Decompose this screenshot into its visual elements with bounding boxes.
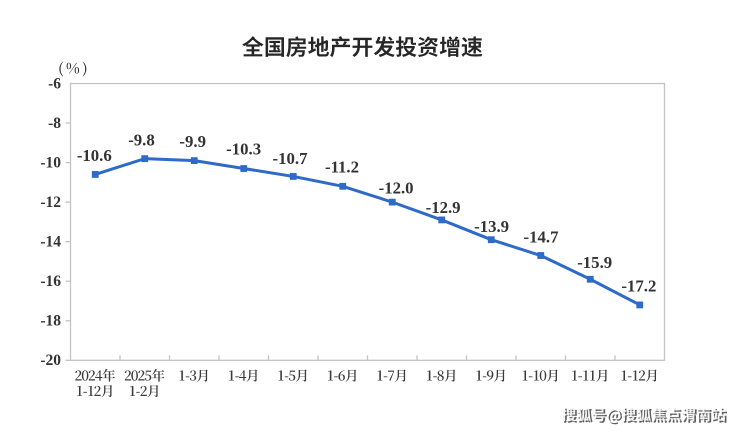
- svg-text:-8: -8: [48, 115, 61, 132]
- svg-text:-15.9: -15.9: [577, 253, 612, 272]
- svg-text:-16: -16: [40, 273, 61, 290]
- svg-text:-6: -6: [48, 75, 61, 92]
- svg-text:-9.8: -9.8: [128, 130, 155, 149]
- svg-text:-20: -20: [40, 352, 61, 369]
- svg-text:-13.9: -13.9: [474, 217, 509, 236]
- svg-text:-14.7: -14.7: [524, 228, 559, 247]
- svg-text:-10.6: -10.6: [77, 146, 112, 165]
- svg-text:-10.3: -10.3: [226, 139, 261, 158]
- svg-text:-14: -14: [40, 233, 61, 250]
- svg-text:-17.2: -17.2: [621, 277, 656, 296]
- svg-text:-12.9: -12.9: [426, 198, 461, 217]
- svg-text:-9.9: -9.9: [179, 132, 206, 151]
- svg-text:-11.2: -11.2: [325, 158, 359, 177]
- svg-text:-18: -18: [40, 313, 61, 330]
- svg-text:-12.0: -12.0: [379, 179, 414, 198]
- svg-text:-10: -10: [40, 154, 61, 171]
- svg-text:-10.7: -10.7: [273, 149, 308, 168]
- svg-text:-12: -12: [40, 194, 61, 211]
